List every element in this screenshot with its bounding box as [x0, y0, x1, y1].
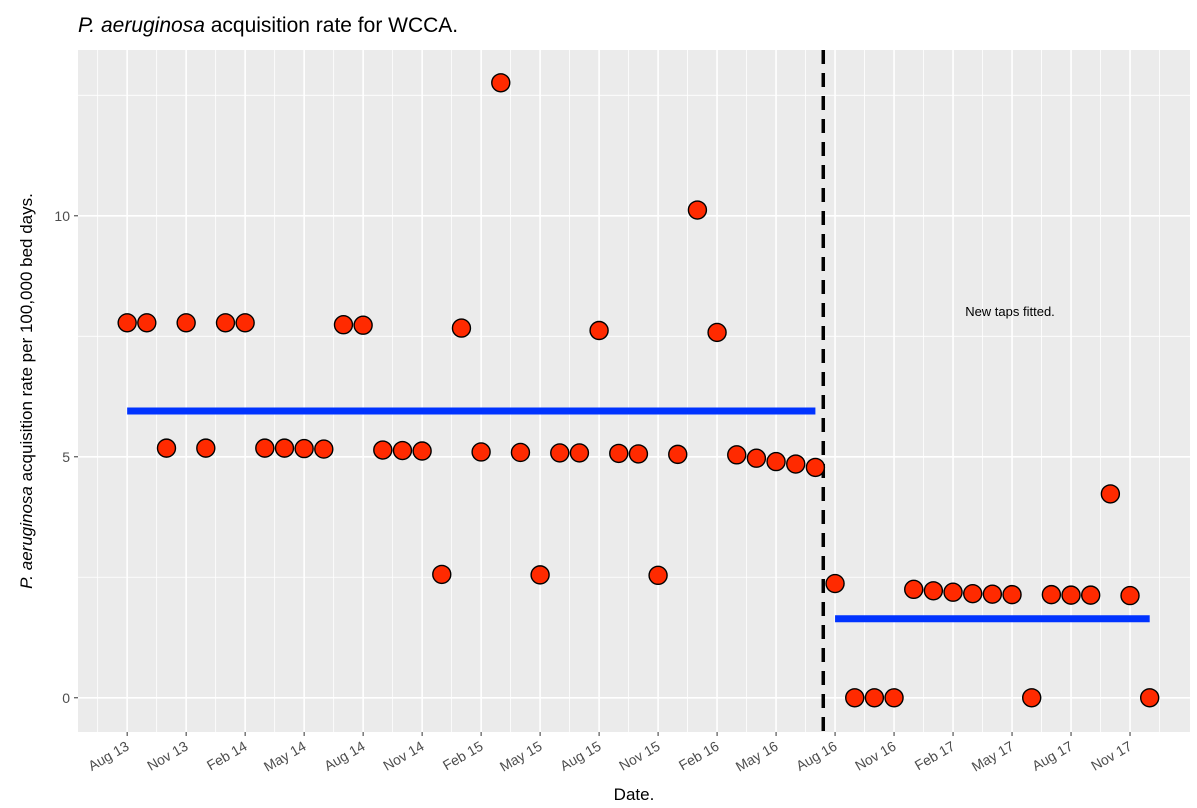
- x-tick-label: Aug 16: [793, 738, 840, 774]
- point: [235, 313, 255, 333]
- x-tick-label: May 17: [969, 738, 1017, 775]
- point: [1022, 688, 1042, 708]
- point: [687, 200, 708, 220]
- point: [451, 318, 472, 338]
- point: [825, 573, 845, 594]
- title-rest: acquisition rate for WCCA.: [205, 14, 458, 37]
- point: [668, 444, 688, 465]
- point: [923, 581, 944, 601]
- point: [1041, 584, 1062, 605]
- point: [746, 448, 767, 468]
- point: [550, 443, 570, 463]
- point: [255, 438, 275, 458]
- y-tick-label: 5: [62, 449, 70, 465]
- point: [1080, 585, 1101, 605]
- point: [569, 443, 590, 463]
- x-tick-label: May 16: [733, 738, 781, 775]
- point: [353, 315, 373, 335]
- point: [904, 579, 924, 600]
- point: [1100, 484, 1121, 504]
- point: [196, 438, 216, 458]
- point: [845, 688, 865, 708]
- point: [412, 441, 432, 461]
- point: [117, 313, 137, 333]
- point: [786, 454, 806, 474]
- x-tick-label: Aug 15: [557, 738, 604, 774]
- x-tick-label: Aug 13: [85, 738, 132, 774]
- x-tick-label: May 14: [261, 738, 309, 775]
- point: [137, 313, 157, 333]
- point: [609, 443, 629, 464]
- y-tick-label: 0: [62, 690, 70, 706]
- point: [628, 444, 649, 464]
- point: [1120, 585, 1140, 606]
- annotation: New taps fitted.: [965, 304, 1055, 319]
- point: [943, 582, 963, 602]
- chart-title: P. aeruginosa acquisition rate for WCCA.: [78, 14, 458, 37]
- x-tick-label: Nov 15: [616, 738, 663, 774]
- x-tick-label: Feb 16: [676, 738, 722, 774]
- x-tick-label: Aug 17: [1029, 738, 1076, 774]
- point: [727, 445, 747, 465]
- point: [373, 440, 393, 460]
- x-tick-label: Nov 13: [144, 738, 191, 774]
- point: [963, 583, 983, 604]
- x-tick-label: Nov 16: [852, 738, 899, 774]
- y-axis-label: P. aeruginosa acquisition rate per 100,0…: [17, 193, 36, 589]
- point: [491, 73, 511, 93]
- x-tick-label: Nov 17: [1088, 738, 1135, 774]
- point: [884, 688, 904, 708]
- point: [471, 442, 491, 462]
- y-label-rest: acquisition rate per 100,000 bed days.: [17, 193, 36, 486]
- y-label-italic: P. aeruginosa: [17, 486, 36, 589]
- point: [176, 313, 196, 333]
- point: [215, 313, 236, 333]
- point: [648, 565, 668, 586]
- point: [1002, 584, 1022, 605]
- point: [294, 438, 314, 459]
- x-tick-label: May 15: [497, 738, 545, 775]
- point: [510, 442, 531, 463]
- point: [707, 322, 727, 343]
- point: [864, 688, 885, 708]
- point: [805, 457, 826, 478]
- point: [1139, 688, 1160, 708]
- title-italic: P. aeruginosa: [78, 14, 205, 37]
- x-tick-label: Feb 15: [440, 738, 486, 774]
- x-tick-label: Feb 17: [912, 738, 958, 774]
- point: [314, 439, 334, 459]
- point: [333, 315, 354, 335]
- point: [589, 320, 609, 341]
- y-tick-label: 10: [54, 208, 70, 224]
- point: [982, 584, 1003, 604]
- point: [156, 438, 177, 458]
- point: [432, 564, 452, 585]
- point: [274, 438, 295, 458]
- point: [392, 440, 413, 461]
- x-tick-label: Nov 14: [380, 738, 427, 774]
- x-tick-label: Feb 14: [204, 738, 250, 774]
- point: [530, 565, 550, 585]
- point: [766, 451, 786, 472]
- point: [1061, 585, 1081, 605]
- x-tick-label: Aug 14: [321, 738, 368, 774]
- x-axis-label: Date.: [614, 785, 655, 804]
